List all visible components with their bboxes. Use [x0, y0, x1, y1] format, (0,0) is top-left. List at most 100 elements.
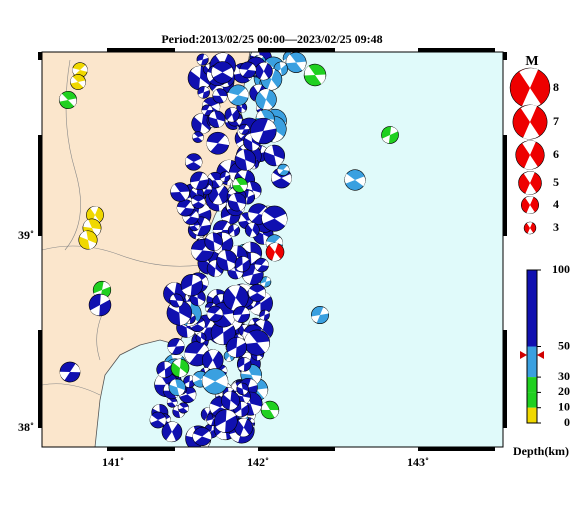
- beachball-quadrant: [209, 260, 222, 277]
- beachball-quadrant: [223, 391, 238, 410]
- beachball-quadrant: [90, 294, 110, 316]
- beachball: [222, 284, 249, 311]
- beachball: [285, 52, 307, 73]
- beachball: [169, 293, 184, 308]
- beachball-quadrant: [185, 157, 202, 167]
- colorbar-segment: [527, 392, 537, 408]
- beachball: [254, 62, 273, 81]
- beachball-quadrant: [198, 86, 210, 98]
- beachball-quadrant: [72, 65, 88, 75]
- beachball-quadrant: [228, 193, 246, 211]
- beachball-quadrant: [239, 63, 256, 77]
- beachball-quadrant: [382, 126, 398, 144]
- beachball-fill: [261, 205, 288, 232]
- beachball: [518, 171, 542, 195]
- beachball-quadrant: [264, 145, 284, 166]
- beachball: [260, 400, 280, 420]
- beachball-quadrant: [519, 68, 541, 108]
- beachball-quadrant: [83, 219, 101, 237]
- legend-label: 5: [553, 175, 559, 189]
- frame-tick: [418, 48, 495, 52]
- beachball-quadrant: [244, 133, 260, 151]
- y-label: 39˚: [18, 228, 34, 242]
- beachball: [196, 53, 209, 66]
- beachball: [226, 336, 247, 358]
- beachball-quadrant: [286, 54, 306, 71]
- beachball-quadrant: [90, 206, 100, 224]
- beachball: [208, 183, 230, 205]
- beachball-quadrant: [176, 201, 194, 215]
- colorbar-label: 50: [558, 338, 570, 352]
- depth-label: Depth(km): [513, 444, 569, 458]
- beachball-fill: [254, 62, 273, 81]
- colorbar-label: 30: [558, 369, 570, 383]
- frame-tick: [258, 447, 335, 451]
- beachball-quadrant: [70, 76, 86, 88]
- beachball-quadrant: [523, 171, 537, 195]
- beachball-fill: [224, 107, 240, 123]
- beachball-fill: [177, 402, 190, 414]
- beachball-quadrant: [213, 320, 234, 345]
- beachball-quadrant: [234, 401, 248, 417]
- beachball: [201, 104, 213, 116]
- beachball: [248, 284, 267, 302]
- beachball-fill: [244, 222, 260, 238]
- beachball-fill: [250, 117, 277, 145]
- beachball: [232, 177, 248, 193]
- colorbar-label: 100: [552, 262, 570, 276]
- beachball-fill: [191, 194, 206, 209]
- beachball-quadrant: [217, 250, 236, 271]
- beachball: [265, 242, 285, 262]
- beachball-quadrant: [170, 294, 183, 307]
- beachball: [201, 368, 229, 395]
- beachball: [206, 131, 230, 155]
- beachball-quadrant: [207, 173, 223, 187]
- beachball-quadrant: [184, 344, 210, 364]
- beachball-quadrant: [277, 165, 290, 175]
- beachball-quadrant: [59, 93, 77, 107]
- beachball-quadrant: [192, 133, 204, 141]
- beachball: [227, 84, 249, 106]
- beachball-quadrant: [248, 206, 270, 222]
- beachball-fill: [78, 230, 98, 250]
- colorbar-segment: [527, 270, 537, 347]
- beachball-quadrant: [206, 135, 230, 152]
- beachball-quadrant: [201, 105, 213, 115]
- beachball: [260, 276, 272, 288]
- beachball-quadrant: [261, 402, 279, 418]
- beachball-quadrant: [178, 404, 189, 412]
- beachball-quadrant: [244, 332, 270, 353]
- beachball-quadrant: [190, 172, 209, 189]
- beachball-fill: [344, 169, 366, 191]
- beachball-quadrant: [250, 291, 271, 315]
- frame-ticks: [38, 48, 507, 451]
- beachball-quadrant: [205, 232, 222, 251]
- title: Period:2013/02/25 00:00—2023/02/25 09:48: [161, 32, 382, 46]
- beachball: [192, 131, 204, 143]
- beachball: [277, 163, 290, 177]
- beachball: [244, 222, 260, 238]
- beachball: [191, 194, 206, 209]
- beachball-quadrant: [167, 339, 185, 354]
- legend-label: 6: [553, 147, 559, 161]
- beachball: [211, 61, 234, 84]
- legend-label: 8: [553, 80, 559, 94]
- beachball: [180, 274, 203, 297]
- beachball-quadrant: [227, 107, 238, 122]
- beachball-quadrant: [271, 172, 292, 184]
- legend-title: M: [525, 54, 538, 69]
- beachball-quadrant: [520, 104, 540, 140]
- beachball: [221, 391, 240, 410]
- beachball: [236, 382, 249, 396]
- beachball-quadrant: [167, 398, 178, 407]
- beachball: [177, 402, 190, 414]
- beachball-quadrant: [213, 89, 228, 103]
- beachball: [88, 293, 112, 317]
- beachball: [255, 88, 277, 111]
- beachball-quadrant: [236, 256, 249, 272]
- beachball-quadrant: [232, 178, 248, 192]
- beachball: [168, 378, 186, 396]
- beachball-quadrant: [209, 111, 225, 128]
- beachball: [261, 205, 288, 232]
- beachball-fill: [521, 196, 539, 214]
